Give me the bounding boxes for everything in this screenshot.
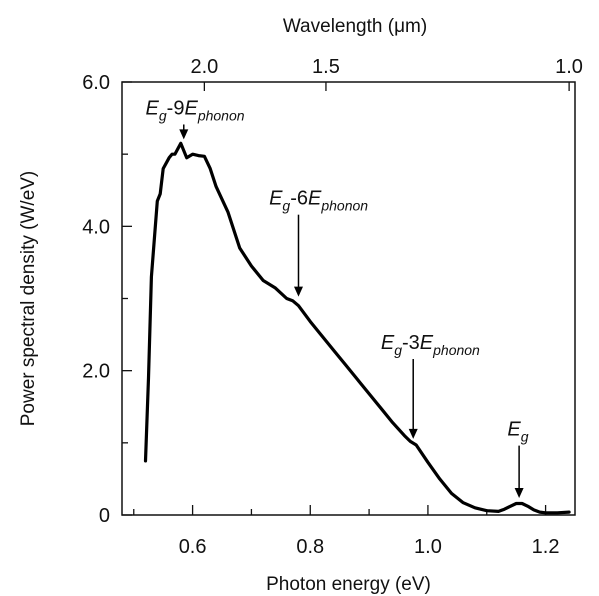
top-tick-label: 2.0: [190, 56, 218, 78]
series-line: [143, 141, 571, 515]
x-tick-label: 1.0: [414, 536, 442, 558]
annotation-label-part: g: [394, 342, 402, 358]
annotation-label-part: E: [381, 332, 395, 354]
annotation-label-part: g: [521, 429, 529, 445]
annotation-label-part: g: [159, 107, 167, 123]
annotation-label-part: g: [282, 198, 290, 214]
x-axis-ticks: 0.6 0.8 1.0 1.2: [133, 505, 560, 558]
annotation-label-part: phonon: [432, 342, 480, 358]
annotation-label: Eg-9Ephonon: [146, 97, 245, 123]
y-tick-label: 0: [99, 505, 110, 527]
annotation-arrowhead: [293, 286, 303, 297]
annotation-label-part: E: [420, 332, 434, 354]
x-tick-label: 0.8: [296, 536, 324, 558]
top-tick-label: 1.0: [555, 56, 583, 78]
annotation-label-part: E: [269, 188, 283, 210]
annotation-label-part: E: [184, 97, 198, 119]
annotation-arrowhead: [514, 488, 524, 499]
annotation-label-part: E: [146, 97, 160, 119]
annotation-label-part: E: [507, 419, 521, 441]
annotation-label: Eg: [507, 419, 528, 445]
annotation-arrowhead: [408, 428, 418, 439]
x-tick-label: 0.6: [179, 536, 207, 558]
annotation-arrowhead: [179, 129, 189, 140]
top-tick-label: 1.5: [312, 56, 340, 78]
y-tick-label: 6.0: [82, 72, 110, 94]
x-tick-label: 1.2: [532, 536, 560, 558]
plot-frame: [121, 81, 576, 516]
top-axis-ticks: 2.0 1.5 1.0: [190, 56, 583, 91]
annotation-label: Eg-6Ephonon: [269, 188, 368, 214]
y-axis-title: Power spectral density (W/eV): [18, 171, 39, 427]
top-axis-title: Wavelength (μm): [283, 16, 427, 37]
annotation-label-part: phonon: [197, 107, 245, 123]
annotation-label-part: phonon: [320, 198, 368, 214]
annotation-label-part: -3: [402, 332, 420, 354]
annotation-label: Eg-3Ephonon: [381, 332, 480, 358]
y-tick-label: 2.0: [82, 361, 110, 383]
y-tick-label: 4.0: [82, 216, 110, 238]
x-axis-title: Photon energy (eV): [266, 574, 431, 595]
annotation-label-part: E: [308, 188, 322, 210]
annotation-label-part: -9: [167, 97, 185, 119]
annotation-label-part: -6: [290, 188, 308, 210]
y-axis-ticks: 0 2.0 4.0 6.0: [82, 72, 132, 527]
